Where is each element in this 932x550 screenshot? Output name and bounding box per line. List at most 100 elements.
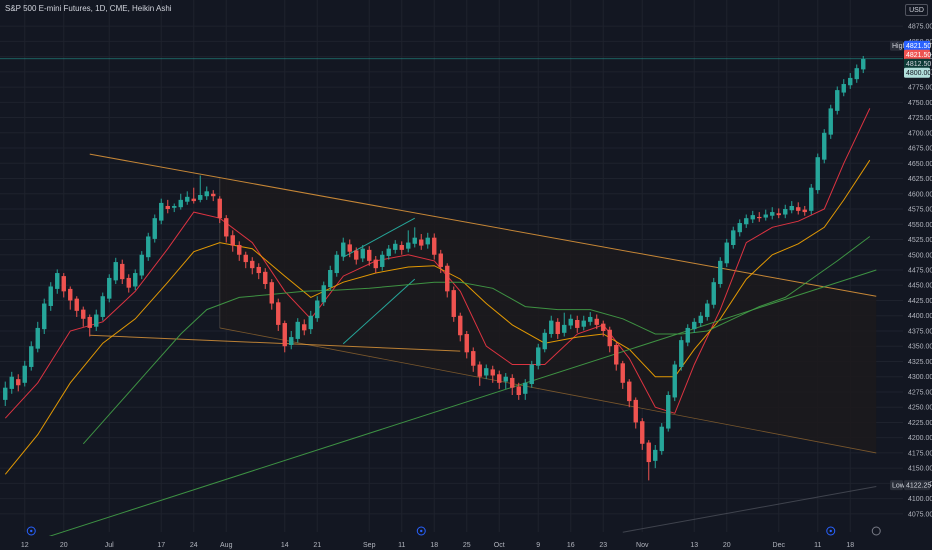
event-marker-icon[interactable]	[416, 526, 426, 536]
svg-text:4821.50: 4821.50	[906, 43, 931, 50]
price-tick-label: 4300.00	[908, 374, 932, 381]
candle	[133, 269, 138, 291]
candle	[581, 315, 586, 331]
candle-body	[61, 276, 66, 292]
candle	[94, 309, 99, 331]
candle-body	[107, 277, 112, 299]
candle	[555, 318, 560, 339]
candle-body	[731, 230, 736, 245]
candle-body	[848, 77, 853, 86]
candle	[640, 418, 645, 450]
candle	[451, 286, 456, 322]
candle-body	[685, 327, 690, 343]
candle-body	[692, 321, 697, 330]
candle-body	[399, 245, 404, 250]
candle	[659, 423, 664, 455]
candle	[393, 240, 398, 254]
candle-body	[237, 245, 242, 255]
candle	[692, 318, 697, 333]
candle-body	[796, 207, 801, 211]
candle	[100, 292, 105, 321]
price-tick-label: 4100.00	[908, 496, 932, 503]
candle-body	[35, 327, 40, 349]
candle	[432, 233, 437, 260]
candle	[458, 312, 463, 342]
price-tag-b: 4812.50	[904, 58, 931, 69]
candle	[152, 214, 157, 243]
candle	[822, 129, 827, 164]
price-tick-label: 4725.00	[908, 115, 932, 122]
candle	[328, 265, 333, 291]
time-tick-label: 14	[281, 542, 289, 549]
candle-body	[321, 285, 326, 303]
event-marker-icon[interactable]	[826, 526, 836, 536]
candle	[315, 296, 320, 322]
candle	[146, 232, 151, 261]
candle	[737, 219, 742, 237]
candle	[269, 279, 274, 310]
candle-body	[100, 296, 105, 317]
time-tick-label: 11	[398, 542, 405, 549]
candle	[828, 104, 833, 139]
low-value-tag: 4122.25	[904, 480, 931, 491]
candle	[516, 382, 521, 400]
candle-body	[256, 266, 261, 274]
time-tick-label: 23	[599, 542, 607, 549]
candle-body	[87, 316, 92, 328]
time-tick-label: 21	[313, 542, 321, 549]
candle	[809, 184, 814, 215]
indicator-layer	[4, 108, 877, 550]
price-tick-label: 4700.00	[908, 130, 932, 137]
candle	[601, 320, 606, 337]
candle-body	[55, 273, 60, 289]
candle-body	[204, 191, 209, 197]
candle	[594, 314, 599, 330]
candle	[334, 251, 339, 277]
candle	[74, 296, 79, 317]
svg-text:4812.50: 4812.50	[906, 61, 931, 68]
candle-body	[809, 187, 814, 211]
candle-body	[243, 254, 248, 263]
candle	[16, 374, 21, 392]
candle-body	[269, 282, 274, 304]
time-axis[interactable]: 12 20 Jul 17 24 Aug 14 21 Sep 11 18 25 Oct 9 16 23 Nov 13…	[0, 526, 932, 550]
candle-body	[328, 270, 333, 288]
candle-body	[198, 195, 203, 200]
candle	[61, 273, 66, 298]
currency-button[interactable]: USD	[905, 4, 928, 16]
event-marker-icon[interactable]	[26, 526, 36, 536]
candle-body	[191, 198, 196, 202]
candle-body	[503, 376, 508, 382]
candle	[796, 202, 801, 215]
candle	[861, 55, 866, 74]
candle-body	[373, 259, 378, 269]
candle	[783, 204, 788, 219]
candle-body	[438, 253, 443, 267]
price-tick-label: 4225.00	[908, 420, 932, 427]
candle-body	[581, 320, 586, 327]
price-tick-label: 4400.00	[908, 313, 932, 320]
candle-body	[484, 368, 489, 376]
time-tick-label: 20	[60, 542, 68, 549]
price-tick-label: 4075.00	[908, 511, 932, 518]
candle-body	[165, 205, 170, 210]
candle-body	[705, 303, 710, 317]
price-tick-label: 4175.00	[908, 450, 932, 457]
candle	[854, 64, 859, 83]
candle	[718, 257, 723, 288]
candle	[295, 318, 300, 343]
candle-body	[861, 59, 866, 70]
candle	[724, 238, 729, 267]
candle-body	[94, 314, 99, 327]
candle	[620, 360, 625, 389]
event-split-icon[interactable]	[871, 526, 881, 536]
price-tick-label: 4500.00	[908, 252, 932, 259]
candle	[523, 379, 528, 400]
candle-body	[477, 364, 482, 377]
price-axis[interactable]: 4875.004850.004825.004800.004775.004750.…	[903, 0, 932, 550]
high-label-tag: High	[890, 40, 907, 51]
price-tag-c: 4800.00	[904, 67, 931, 78]
time-tick-label: 9	[536, 542, 540, 549]
